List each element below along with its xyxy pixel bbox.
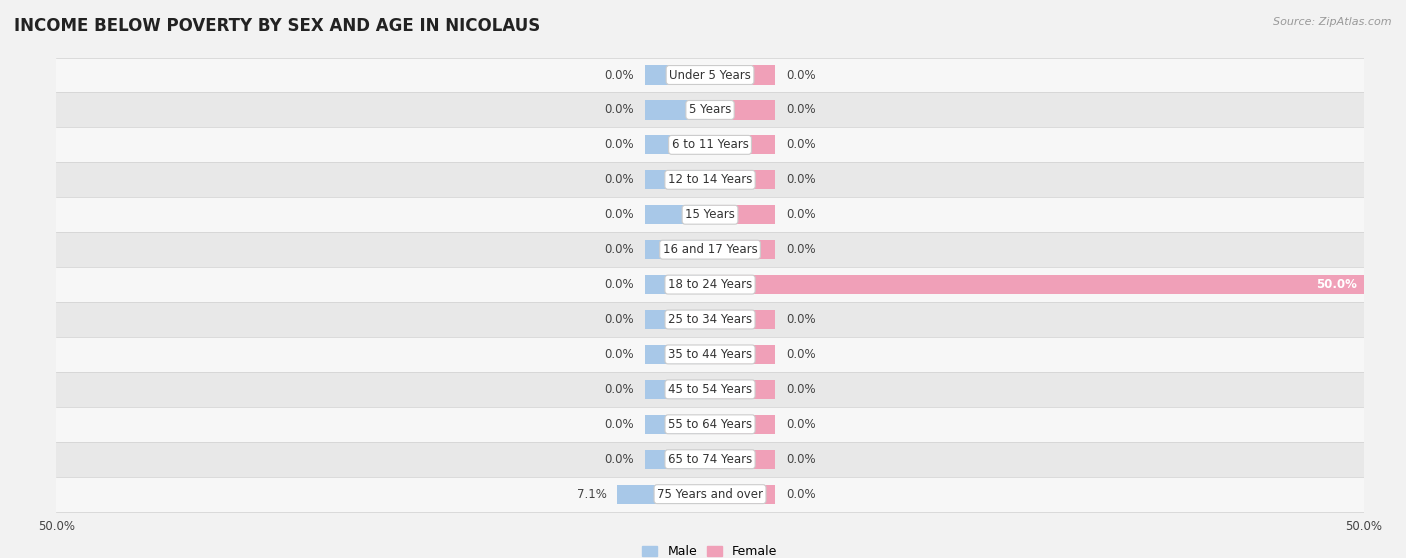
Text: 0.0%: 0.0% [605,243,634,256]
Text: 0.0%: 0.0% [605,348,634,361]
Bar [56,302,1364,337]
Bar [644,240,710,259]
Text: 0.0%: 0.0% [786,488,815,501]
Bar [710,100,776,119]
Bar [644,65,710,85]
Bar [710,135,776,155]
Bar [644,170,710,189]
Text: 0.0%: 0.0% [605,174,634,186]
Bar [56,232,1364,267]
Text: 0.0%: 0.0% [786,138,815,151]
Text: 0.0%: 0.0% [786,69,815,81]
Bar [710,380,776,399]
Text: 0.0%: 0.0% [605,103,634,117]
Bar [56,337,1364,372]
Text: INCOME BELOW POVERTY BY SEX AND AGE IN NICOLAUS: INCOME BELOW POVERTY BY SEX AND AGE IN N… [14,17,540,35]
Bar [710,170,776,189]
Text: 65 to 74 Years: 65 to 74 Years [668,453,752,466]
Text: 0.0%: 0.0% [786,208,815,221]
Text: 0.0%: 0.0% [786,453,815,466]
Bar [644,380,710,399]
Bar [56,267,1364,302]
Text: 6 to 11 Years: 6 to 11 Years [672,138,748,151]
Text: 0.0%: 0.0% [605,278,634,291]
Text: 7.1%: 7.1% [576,488,607,501]
Bar [644,415,710,434]
Bar [710,240,776,259]
Text: 0.0%: 0.0% [786,418,815,431]
Text: 75 Years and over: 75 Years and over [657,488,763,501]
Text: 50.0%: 50.0% [1316,278,1357,291]
Text: 0.0%: 0.0% [605,208,634,221]
Legend: Male, Female: Male, Female [638,541,782,558]
Text: 0.0%: 0.0% [605,453,634,466]
Text: 45 to 54 Years: 45 to 54 Years [668,383,752,396]
Bar [56,372,1364,407]
Text: 35 to 44 Years: 35 to 44 Years [668,348,752,361]
Bar [710,484,776,504]
Text: 16 and 17 Years: 16 and 17 Years [662,243,758,256]
Text: Under 5 Years: Under 5 Years [669,69,751,81]
Bar [56,442,1364,477]
Bar [644,310,710,329]
Text: 0.0%: 0.0% [786,243,815,256]
Text: 0.0%: 0.0% [605,383,634,396]
Text: 0.0%: 0.0% [605,69,634,81]
Bar [56,93,1364,127]
Text: 55 to 64 Years: 55 to 64 Years [668,418,752,431]
Bar [56,57,1364,93]
Bar [644,205,710,224]
Bar [56,407,1364,442]
Bar [710,450,776,469]
Text: 0.0%: 0.0% [786,103,815,117]
Bar [710,310,776,329]
Bar [56,477,1364,512]
Bar [644,345,710,364]
Text: 0.0%: 0.0% [605,418,634,431]
Bar [644,450,710,469]
Text: 0.0%: 0.0% [786,348,815,361]
Text: 0.0%: 0.0% [605,313,634,326]
Bar [56,127,1364,162]
Text: 0.0%: 0.0% [786,383,815,396]
Bar [644,135,710,155]
Text: 18 to 24 Years: 18 to 24 Years [668,278,752,291]
Text: 0.0%: 0.0% [605,138,634,151]
Text: Source: ZipAtlas.com: Source: ZipAtlas.com [1274,17,1392,27]
Bar [644,275,710,294]
Text: 15 Years: 15 Years [685,208,735,221]
Text: 12 to 14 Years: 12 to 14 Years [668,174,752,186]
Text: 0.0%: 0.0% [786,174,815,186]
Bar [56,198,1364,232]
Bar [56,162,1364,198]
Text: 25 to 34 Years: 25 to 34 Years [668,313,752,326]
Bar [710,275,1364,294]
Text: 5 Years: 5 Years [689,103,731,117]
Bar [710,65,776,85]
Bar [617,484,710,504]
Bar [710,205,776,224]
Text: 0.0%: 0.0% [786,313,815,326]
Bar [710,415,776,434]
Bar [710,345,776,364]
Bar [644,100,710,119]
